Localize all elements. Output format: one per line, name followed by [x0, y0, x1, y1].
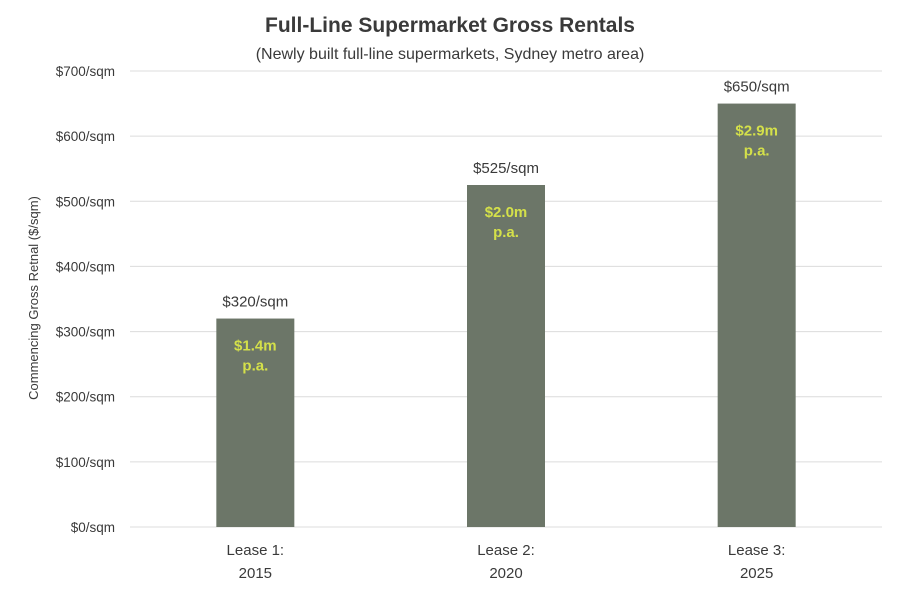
x-tick-label: 2025 [740, 565, 773, 582]
x-axis-ticks: Lease 1: 2015 Lease 2: 2020 Lease 3: 2025 [227, 542, 786, 582]
y-tick-label: $200/sqm [56, 390, 115, 405]
bar-inner-label: $1.4m [234, 338, 277, 355]
bar-value-label: $320/sqm [222, 294, 288, 311]
bar [216, 318, 295, 527]
bar-inner-label: $2.0m [485, 204, 528, 221]
bar-value-label: $525/sqm [473, 160, 539, 177]
x-tick-label: 2020 [489, 565, 522, 582]
chart-subtitle: (Newly built full-line supermarkets, Syd… [256, 46, 645, 63]
bar-value-label: $650/sqm [724, 79, 790, 96]
bar-inner-label: p.a. [493, 224, 519, 241]
x-tick-label: Lease 3: [728, 542, 786, 559]
y-axis-ticks: $0/sqm $100/sqm $200/sqm $300/sqm $400/sqm $5… [56, 64, 115, 535]
y-tick-label: $100/sqm [56, 455, 115, 470]
x-tick-label: Lease 2: [477, 542, 535, 559]
y-tick-label: $500/sqm [56, 194, 115, 209]
x-tick-label: 2015 [239, 565, 272, 582]
bar [717, 103, 796, 528]
y-tick-label: $400/sqm [56, 259, 115, 274]
bar [467, 185, 545, 527]
y-tick-label: $700/sqm [56, 64, 115, 79]
chart-title: Full-Line Supermarket Gross Rentals [265, 14, 635, 37]
bar-inner-label: p.a. [744, 143, 770, 160]
x-tick-label: Lease 1: [227, 542, 285, 559]
y-tick-label: $0/sqm [71, 520, 115, 535]
y-tick-label: $600/sqm [56, 129, 115, 144]
y-tick-label: $300/sqm [56, 325, 115, 340]
bar-inner-label: p.a. [242, 358, 268, 375]
bars [216, 103, 796, 528]
bar-inner-label: $2.9m [735, 123, 778, 140]
bar-labels: $320/sqm $1.4m p.a. $525/sqm $2.0m p.a. $650/s… [222, 79, 789, 375]
y-axis-label: Commencing Gross Retnal ($/sqm) [26, 196, 41, 400]
